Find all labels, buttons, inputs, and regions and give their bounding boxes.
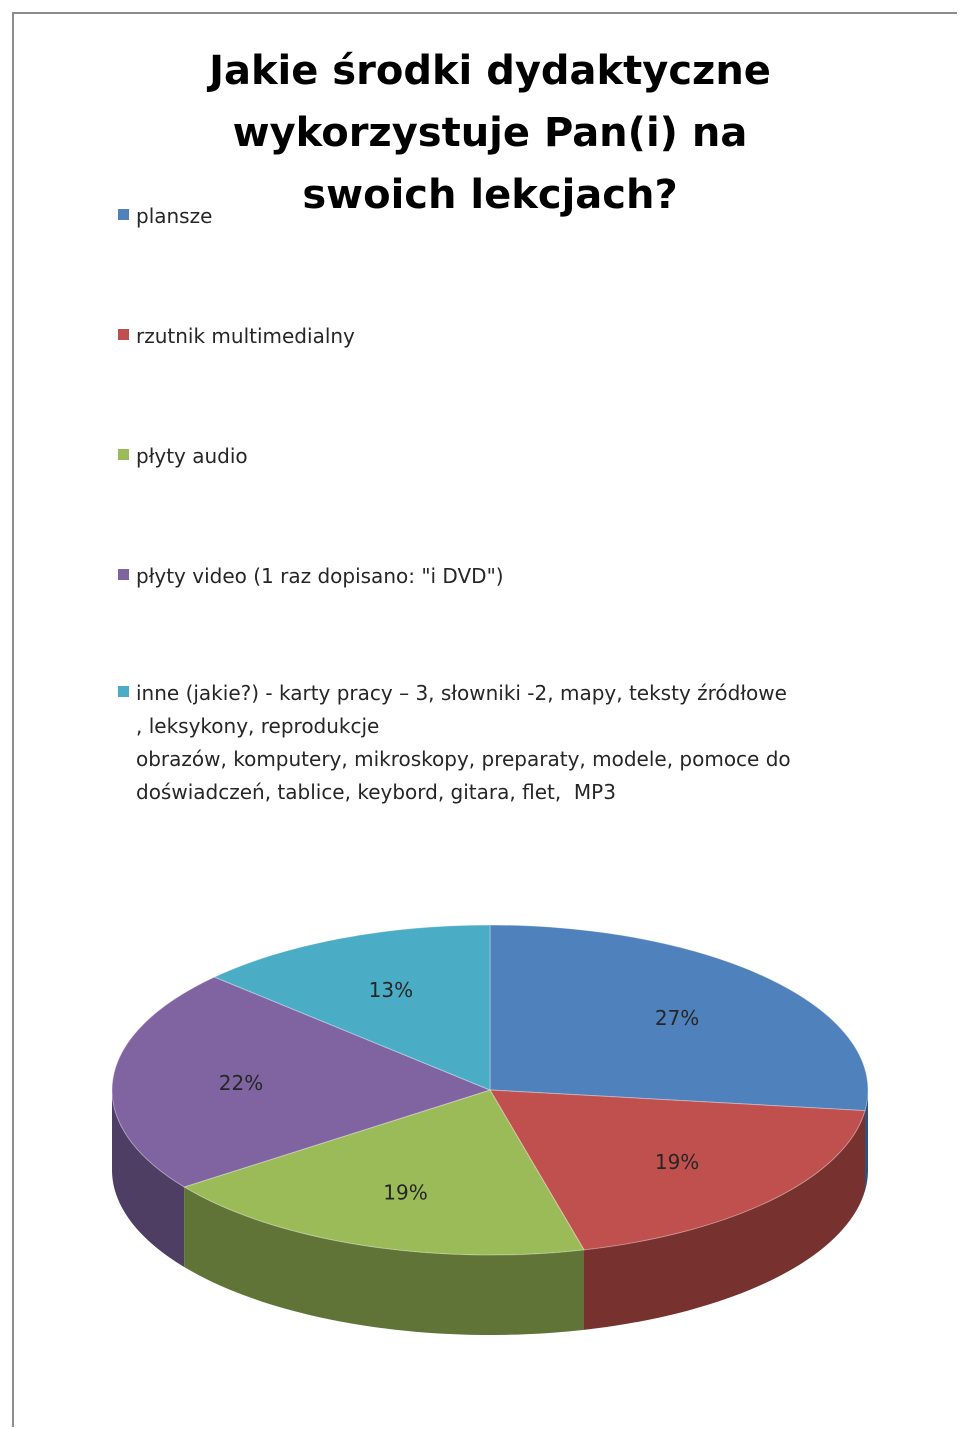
legend-swatch <box>118 449 129 460</box>
legend-label: rzutnik multimedialny <box>136 324 355 348</box>
pie-slice-4 <box>213 924 491 1091</box>
pie-slice-2 <box>182 1089 585 1256</box>
legend-swatch <box>118 569 129 580</box>
legend-swatch <box>118 329 129 340</box>
chart-frame <box>12 12 957 1427</box>
pie-slice-side-2 <box>184 1186 584 1335</box>
pie-label-2: 19% <box>383 1181 427 1205</box>
legend-label: płyty video (1 raz dopisano: "i DVD") <box>136 564 504 588</box>
legend-label: plansze <box>136 204 213 228</box>
pie-sides <box>112 1090 868 1335</box>
pie-label-3: 22% <box>219 1071 263 1095</box>
pie-slice-side-1 <box>584 1110 866 1330</box>
legend-label: inne (jakie?) - karty pracy – 3, słownik… <box>136 681 791 804</box>
pie-tops <box>111 924 869 1256</box>
legend-swatch <box>118 209 129 220</box>
pie-slice-side-0 <box>865 1090 868 1191</box>
legend-item-plyty-video: płyty video (1 raz dopisano: "i DVD") <box>118 560 878 593</box>
pie-label-4: 13% <box>369 978 413 1002</box>
pie-slice-3 <box>111 976 492 1188</box>
legend-swatch <box>118 686 129 697</box>
legend-item-inne: inne (jakie?) - karty pracy – 3, słownik… <box>118 677 878 809</box>
pie-label-0: 27% <box>655 1006 699 1030</box>
chart-title: Jakie środki dydaktyczne wykorzystuje Pa… <box>209 48 771 218</box>
pie-slice-side-3 <box>112 1090 185 1267</box>
pie-label-1: 19% <box>655 1150 699 1174</box>
legend-label: płyty audio <box>136 444 248 468</box>
pie-slice-1 <box>489 1089 866 1251</box>
legend-item-rzutnik: rzutnik multimedialny <box>118 320 878 353</box>
pie-slice-0 <box>489 924 869 1112</box>
legend-item-plansze: plansze <box>118 200 878 233</box>
pie-labels: 27% 19% 19% 22% 13% <box>219 978 700 1204</box>
legend-item-plyty-audio: płyty audio <box>118 440 878 473</box>
